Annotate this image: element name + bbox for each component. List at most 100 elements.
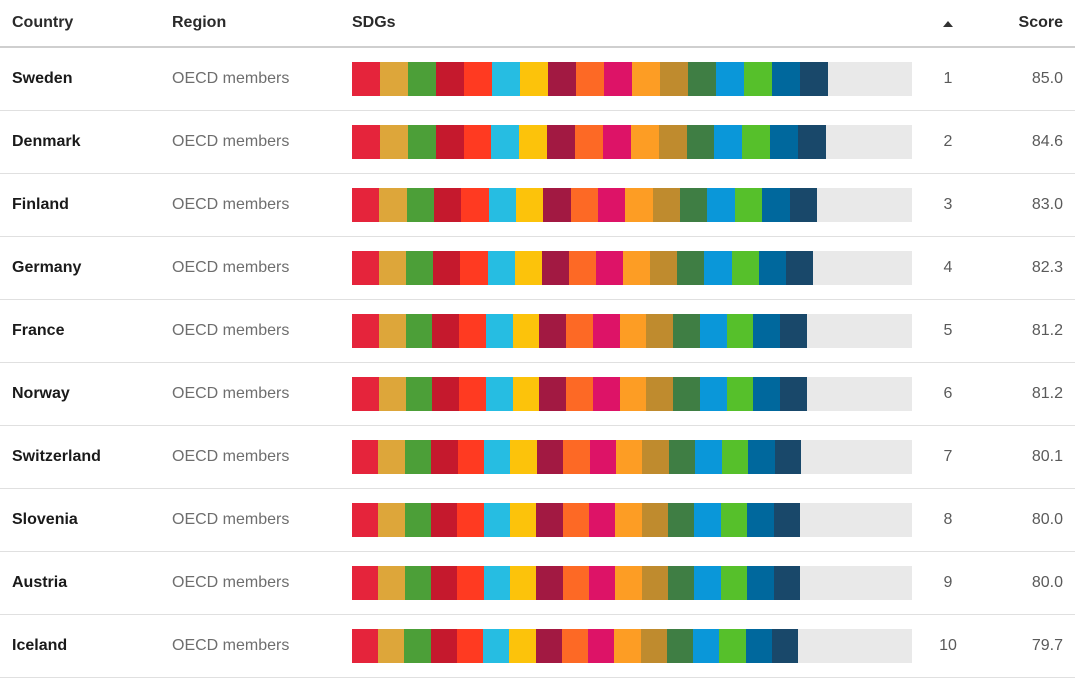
header-country[interactable]: Country [12, 14, 172, 32]
region-name: OECD members [172, 448, 352, 466]
rank-value: 10 [913, 637, 983, 655]
table-row[interactable]: GermanyOECD members482.3 [0, 237, 1075, 300]
rank-value: 2 [913, 133, 983, 151]
country-name: Norway [12, 385, 172, 403]
sdg-segment [484, 503, 510, 537]
header-score[interactable]: Score [983, 14, 1063, 32]
sdg-segment [700, 377, 727, 411]
sdg-segment [693, 629, 719, 663]
sdg-bar-track [352, 314, 912, 348]
sdg-segment [576, 62, 604, 96]
sdg-segment [732, 251, 759, 285]
sdg-segment [516, 188, 543, 222]
sdg-segment [379, 251, 406, 285]
sdg-segment [436, 62, 464, 96]
rank-value: 8 [913, 511, 983, 529]
sdg-segment [798, 125, 826, 159]
sdg-segment [379, 314, 406, 348]
table-row[interactable]: SwitzerlandOECD members780.1 [0, 426, 1075, 489]
sdg-bar-track [352, 566, 912, 600]
rank-value: 9 [913, 574, 983, 592]
sdg-segment [774, 566, 800, 600]
region-name: OECD members [172, 637, 352, 655]
sdg-segment [405, 440, 431, 474]
table-row[interactable]: FranceOECD members581.2 [0, 300, 1075, 363]
header-rank[interactable] [913, 14, 983, 32]
sdg-segment [646, 377, 673, 411]
sdg-segment [542, 251, 569, 285]
sdg-segment [589, 503, 615, 537]
region-name: OECD members [172, 511, 352, 529]
sdg-segment [748, 440, 774, 474]
sdg-segment [352, 440, 378, 474]
header-region[interactable]: Region [172, 14, 352, 32]
sdg-segment [484, 440, 510, 474]
sdg-segment [459, 377, 486, 411]
sdg-bar-fill [352, 503, 800, 537]
country-name: Finland [12, 196, 172, 214]
region-name: OECD members [172, 259, 352, 277]
sdg-segment [563, 440, 589, 474]
sdg-segment [593, 314, 620, 348]
country-name: Denmark [12, 133, 172, 151]
sdg-segment [436, 125, 464, 159]
score-value: 81.2 [983, 385, 1063, 403]
sdg-segment [774, 503, 800, 537]
sdg-segment [742, 125, 770, 159]
table-row[interactable]: AustriaOECD members980.0 [0, 552, 1075, 615]
sdg-segment [404, 629, 430, 663]
sdg-bar-track [352, 188, 912, 222]
sdg-segment [406, 314, 433, 348]
sdg-segment [668, 503, 694, 537]
sdg-segment [673, 377, 700, 411]
sdg-segment [510, 566, 536, 600]
table-row[interactable]: SloveniaOECD members880.0 [0, 489, 1075, 552]
sdg-segment [727, 377, 754, 411]
table-row[interactable]: SwedenOECD members185.0 [0, 48, 1075, 111]
sdg-bar-cell [352, 188, 913, 222]
sdg-bar-cell [352, 62, 913, 96]
header-sdgs[interactable]: SDGs [352, 14, 913, 32]
region-name: OECD members [172, 322, 352, 340]
rank-value: 5 [913, 322, 983, 340]
sdg-segment [431, 440, 457, 474]
table-row[interactable]: IcelandOECD members1079.7 [0, 615, 1075, 678]
sdg-segment [716, 62, 744, 96]
sdg-bar-cell [352, 566, 913, 600]
sdg-bar-cell [352, 125, 913, 159]
sdg-bar-track [352, 125, 912, 159]
table-row[interactable]: DenmarkOECD members284.6 [0, 111, 1075, 174]
sdg-segment [659, 125, 687, 159]
rank-value: 7 [913, 448, 983, 466]
sdg-bar-fill [352, 314, 807, 348]
sdg-segment [727, 314, 754, 348]
sdg-segment [615, 566, 641, 600]
sdg-segment [486, 377, 513, 411]
sdg-segment [753, 314, 780, 348]
table-row[interactable]: FinlandOECD members383.0 [0, 174, 1075, 237]
country-name: Austria [12, 574, 172, 592]
sdg-segment [593, 377, 620, 411]
sdg-segment [569, 251, 596, 285]
sdg-segment [431, 503, 457, 537]
sdg-segment [566, 314, 593, 348]
sdg-segment [786, 251, 813, 285]
country-name: France [12, 322, 172, 340]
sdg-segment [520, 62, 548, 96]
sdg-segment [762, 188, 789, 222]
sdg-segment [620, 377, 647, 411]
sdg-segment [352, 314, 379, 348]
sdg-bar-fill [352, 629, 798, 663]
sdg-segment [596, 251, 623, 285]
table-row[interactable]: NorwayOECD members681.2 [0, 363, 1075, 426]
sdg-segment [458, 440, 484, 474]
sdg-segment [352, 125, 380, 159]
sdg-segment [432, 314, 459, 348]
sdg-segment [653, 188, 680, 222]
sdg-segment [519, 125, 547, 159]
region-name: OECD members [172, 196, 352, 214]
sdg-segment [431, 566, 457, 600]
sdg-segment [770, 125, 798, 159]
sdg-segment [620, 314, 647, 348]
sdg-segment [721, 566, 747, 600]
